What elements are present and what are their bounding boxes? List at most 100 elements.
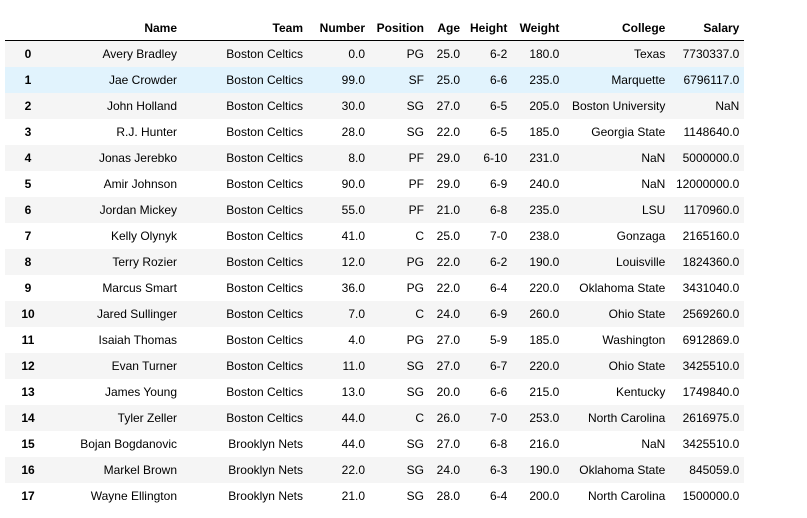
table-row[interactable]: 17 Wayne Ellington Brooklyn Nets 21.0 SG 28.0… <box>5 483 745 509</box>
cell-team: Boston Celtics <box>226 73 303 87</box>
table-row[interactable]: 3 R.J. Hunter Boston Celtics 28.0 SG 22.0 6-5 1… <box>5 119 745 145</box>
table-row[interactable]: 4 Jonas Jerebko Boston Celtics 8.0 PF 29.0 6-1… <box>5 145 745 171</box>
cell-weight: 200.0 <box>529 489 560 503</box>
cell-height: 6-2 <box>490 47 508 61</box>
cell-age: 26.0 <box>436 411 460 425</box>
row-index: 8 <box>24 255 32 269</box>
cell-team: Brooklyn Nets <box>228 463 303 477</box>
dataframe-output: Name Team Number Position Age Height Weight Col… <box>5 15 745 509</box>
table-row[interactable]: 0 Avery Bradley Boston Celtics 0.0 PG 25.0 6-2… <box>5 40 745 67</box>
cell-position: PG <box>406 281 424 295</box>
cell-age: 24.0 <box>436 463 460 477</box>
cell-height: 5-9 <box>490 333 508 347</box>
cell-name: James Young <box>104 385 177 399</box>
cell-college: LSU <box>642 203 666 217</box>
table-row[interactable]: 15 Bojan Bogdanovic Brooklyn Nets 44.0 SG 27.… <box>5 431 745 457</box>
row-index: 5 <box>24 177 32 191</box>
table-row[interactable]: 8 Terry Rozier Boston Celtics 12.0 PG 22.0 6-2… <box>5 249 745 275</box>
cell-salary: 6912869.0 <box>682 333 740 347</box>
column-header-name: Name <box>51 15 182 41</box>
table-body: 0 Avery Bradley Boston Celtics 0.0 PG 25.0 6-2… <box>5 40 745 509</box>
cell-team: Brooklyn Nets <box>228 437 303 451</box>
column-header-weight: Weight <box>512 15 565 41</box>
cell-team: Boston Celtics <box>226 151 303 165</box>
cell-age: 22.0 <box>436 255 460 269</box>
cell-number: 11.0 <box>342 359 365 373</box>
table-row[interactable]: 16 Markel Brown Brooklyn Nets 22.0 SG 24.0 6-3… <box>5 457 745 483</box>
column-header-team: Team <box>182 15 308 41</box>
cell-age: 27.0 <box>436 437 460 451</box>
cell-salary: 1824360.0 <box>682 255 740 269</box>
cell-team: Boston Celtics <box>226 333 303 347</box>
cell-salary: 845059.0 <box>689 463 740 477</box>
cell-number: 13.0 <box>341 385 365 399</box>
cell-college: NaN <box>641 437 666 451</box>
table-row[interactable]: 2 John Holland Boston Celtics 30.0 SG 27.0 6-5… <box>5 93 745 119</box>
cell-salary: 1170960.0 <box>683 203 740 217</box>
cell-name: Avery Bradley <box>102 47 177 61</box>
column-header-salary: Salary <box>670 15 745 41</box>
table-row[interactable]: 10 Jared Sullinger Boston Celtics 7.0 C 24.0 6… <box>5 301 745 327</box>
table-row[interactable]: 14 Tyler Zeller Boston Celtics 44.0 C 26.0 7-0… <box>5 405 745 431</box>
cell-name: Isaiah Thomas <box>98 333 178 347</box>
cell-position: PF <box>408 177 424 191</box>
cell-salary: 2616975.0 <box>682 411 740 425</box>
column-header-age: Age <box>429 15 465 41</box>
cell-position: SG <box>406 489 424 503</box>
cell-weight: 240.0 <box>529 177 560 191</box>
cell-number: 28.0 <box>341 125 365 139</box>
cell-position: SG <box>406 125 424 139</box>
row-index: 13 <box>21 385 35 399</box>
cell-age: 29.0 <box>436 151 460 165</box>
cell-number: 99.0 <box>341 73 365 87</box>
cell-height: 6-2 <box>490 255 508 269</box>
table-row[interactable]: 13 James Young Boston Celtics 13.0 SG 20.0 6-6… <box>5 379 745 405</box>
cell-number: 44.0 <box>341 411 365 425</box>
table-row[interactable]: 1 Jae Crowder Boston Celtics 99.0 SF 25.0 6-6 2… <box>5 67 745 93</box>
cell-name: John Holland <box>106 99 177 113</box>
cell-college: Oklahoma State <box>579 463 666 477</box>
cell-college: Washington <box>602 333 666 347</box>
cell-number: 44.0 <box>341 437 365 451</box>
cell-position: PG <box>406 255 424 269</box>
cell-name: Amir Johnson <box>103 177 177 191</box>
cell-position: PG <box>406 333 424 347</box>
cell-name: Wayne Ellington <box>90 489 177 503</box>
cell-team: Boston Celtics <box>226 385 303 399</box>
cell-team: Boston Celtics <box>226 203 303 217</box>
table-row[interactable]: 9 Marcus Smart Boston Celtics 36.0 PG 22.0 6-4… <box>5 275 745 301</box>
cell-college: Ohio State <box>608 307 666 321</box>
row-index: 6 <box>24 203 32 217</box>
cell-college: Kentucky <box>615 385 666 399</box>
table-row[interactable]: 11 Isaiah Thomas Boston Celtics 4.0 PG 27.0 5-… <box>5 327 745 353</box>
cell-weight: 216.0 <box>529 437 560 451</box>
cell-name: Tyler Zeller <box>117 411 177 425</box>
cell-college: North Carolina <box>587 489 666 503</box>
cell-weight: 220.0 <box>529 359 560 373</box>
table-row[interactable]: 6 Jordan Mickey Boston Celtics 55.0 PF 21.0 6-… <box>5 197 745 223</box>
cell-weight: 238.0 <box>529 229 560 243</box>
cell-age: 27.0 <box>436 333 460 347</box>
cell-salary: 6796117.0 <box>683 73 740 87</box>
cell-position: SG <box>406 359 424 373</box>
table-row[interactable]: 7 Kelly Olynyk Boston Celtics 41.0 C 25.0 7-0 2… <box>5 223 745 249</box>
cell-weight: 220.0 <box>529 281 560 295</box>
cell-number: 90.0 <box>341 177 365 191</box>
column-header-position: Position <box>370 15 429 41</box>
cell-age: 27.0 <box>436 359 460 373</box>
cell-age: 24.0 <box>436 307 460 321</box>
cell-name: Kelly Olynyk <box>110 229 177 243</box>
cell-position: C <box>415 229 424 243</box>
cell-height: 6-8 <box>490 437 508 451</box>
cell-salary: 2165160.0 <box>682 229 740 243</box>
cell-salary: 1148640.0 <box>683 125 740 139</box>
cell-weight: 253.0 <box>529 411 560 425</box>
cell-height: 6-4 <box>490 281 508 295</box>
cell-salary: 1749840.0 <box>682 385 740 399</box>
cell-position: PF <box>408 151 424 165</box>
table-row[interactable]: 12 Evan Turner Boston Celtics 11.0 SG 27.0 6-7… <box>5 353 745 379</box>
table-row[interactable]: 5 Amir Johnson Boston Celtics 90.0 PF 29.0 6-9… <box>5 171 745 197</box>
cell-name: Bojan Bogdanovic <box>80 437 177 451</box>
row-index: 11 <box>21 333 35 347</box>
cell-salary: NaN <box>715 99 740 113</box>
